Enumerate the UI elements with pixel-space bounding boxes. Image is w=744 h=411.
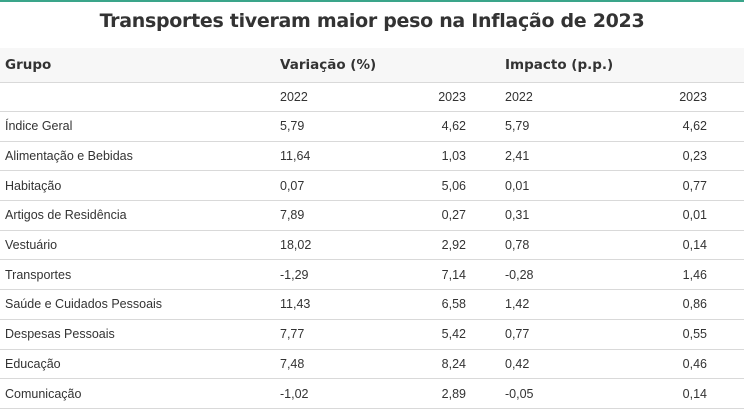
cell-grupo: Despesas Pessoais — [5, 327, 115, 342]
cell-variacao-2022: 18,02 — [280, 238, 312, 253]
cell-impacto-2022: 0,42 — [505, 356, 530, 371]
table-row: Habitação 0,07 5,06 0,01 0,77 — [0, 171, 744, 202]
cell-impacto-2023: 1,46 — [682, 267, 707, 282]
table-title: Transportes tiveram maior peso na Inflaç… — [99, 10, 645, 32]
cell-variacao-2023: 5,42 — [441, 327, 466, 342]
subheader-var-2023: 2023 — [438, 90, 466, 104]
cell-impacto-2023: 0,86 — [682, 297, 707, 312]
cell-variacao-2022: 11,64 — [280, 149, 311, 164]
cell-variacao-2022: 5,79 — [280, 119, 305, 134]
cell-impacto-2023: 0,77 — [682, 178, 707, 193]
subheader-imp-2022: 2022 — [505, 90, 533, 104]
cell-impacto-2023: 0,14 — [682, 238, 707, 253]
table-body: Índice Geral 5,79 4,62 5,79 4,62 Alimentação … — [0, 112, 744, 409]
cell-grupo: Saúde e Cuidados Pessoais — [5, 297, 163, 312]
cell-grupo: Habitação — [5, 178, 62, 193]
subheader-imp-2023: 2023 — [679, 90, 707, 104]
header-grupo: Grupo — [5, 57, 52, 73]
cell-impacto-2023: 0,23 — [682, 149, 707, 164]
cell-variacao-2022: 0,07 — [280, 178, 305, 193]
cell-variacao-2022: -1,02 — [280, 386, 309, 401]
cell-variacao-2023: 0,27 — [441, 208, 466, 223]
cell-grupo: Alimentação e Bebidas — [5, 149, 133, 164]
cell-variacao-2023: 2,89 — [441, 386, 466, 401]
cell-impacto-2023: 0,55 — [682, 327, 707, 342]
cell-grupo: Índice Geral — [5, 119, 73, 134]
cell-impacto-2022: -0,05 — [505, 386, 534, 401]
cell-grupo: Comunicação — [5, 386, 82, 401]
cell-impacto-2023: 0,01 — [682, 208, 707, 223]
cell-variacao-2022: 7,77 — [280, 327, 305, 342]
table-row: Índice Geral 5,79 4,62 5,79 4,62 — [0, 112, 744, 142]
cell-impacto-2022: 0,01 — [505, 178, 530, 193]
top-accent-line — [0, 0, 744, 2]
cell-grupo: Vestuário — [5, 238, 58, 253]
cell-variacao-2022: 7,48 — [280, 356, 305, 371]
cell-variacao-2023: 4,62 — [441, 119, 466, 134]
header-variacao: Variação (%) — [280, 57, 377, 73]
table-row: Comunicação -1,02 2,89 -0,05 0,14 — [0, 379, 744, 409]
cell-impacto-2022: 1,42 — [505, 297, 530, 312]
cell-impacto-2022: 0,78 — [505, 238, 530, 253]
inflation-table: Grupo Variação (%) Impacto (p.p.) 2022 2… — [0, 48, 744, 409]
table-row: Artigos de Residência 7,89 0,27 0,31 0,01 — [0, 201, 744, 231]
cell-impacto-2022: 0,77 — [505, 327, 530, 342]
cell-variacao-2023: 1,03 — [441, 149, 466, 164]
cell-impacto-2023: 4,62 — [682, 119, 707, 134]
header-impacto: Impacto (p.p.) — [505, 57, 614, 73]
cell-variacao-2023: 5,06 — [441, 178, 466, 193]
cell-impacto-2023: 0,46 — [682, 356, 707, 371]
table-row: Despesas Pessoais 7,77 5,42 0,77 0,55 — [0, 319, 744, 350]
table-row: Saúde e Cuidados Pessoais 11,43 6,58 1,42 0,… — [0, 290, 744, 320]
cell-impacto-2022: 0,31 — [505, 208, 530, 223]
table-row: Educação 7,48 8,24 0,42 0,46 — [0, 349, 744, 380]
table-row: Transportes -1,29 7,14 -0,28 1,46 — [0, 260, 744, 291]
cell-variacao-2022: 11,43 — [280, 297, 311, 312]
cell-impacto-2022: -0,28 — [505, 267, 534, 282]
table-row: Vestuário 18,02 2,92 0,78 0,14 — [0, 230, 744, 261]
cell-variacao-2022: -1,29 — [280, 267, 309, 282]
cell-impacto-2022: 5,79 — [505, 119, 530, 134]
cell-impacto-2022: 2,41 — [505, 149, 530, 164]
subheader-var-2022: 2022 — [280, 90, 308, 104]
table-header-row: Grupo Variação (%) Impacto (p.p.) — [0, 48, 744, 83]
table-subheader-row: 2022 2023 2022 2023 — [0, 83, 744, 112]
table-row: Alimentação e Bebidas 11,64 1,03 2,41 0,23 — [0, 141, 744, 172]
cell-variacao-2023: 7,14 — [441, 267, 466, 282]
cell-grupo: Transportes — [5, 267, 72, 282]
cell-variacao-2023: 2,92 — [441, 238, 466, 253]
cell-grupo: Educação — [5, 356, 61, 371]
cell-variacao-2022: 7,89 — [280, 208, 305, 223]
cell-variacao-2023: 6,58 — [441, 297, 466, 312]
cell-grupo: Artigos de Residência — [5, 208, 127, 223]
cell-variacao-2023: 8,24 — [441, 356, 466, 371]
cell-impacto-2023: 0,14 — [682, 386, 707, 401]
